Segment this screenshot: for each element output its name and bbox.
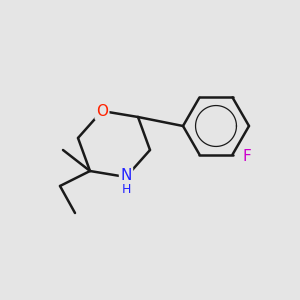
Text: O: O	[96, 103, 108, 118]
Text: H: H	[122, 183, 131, 196]
Text: N: N	[120, 168, 132, 183]
Text: F: F	[242, 148, 251, 164]
